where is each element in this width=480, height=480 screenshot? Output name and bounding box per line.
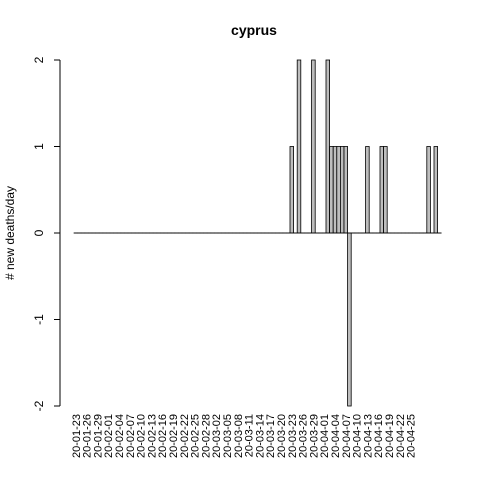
x-tick-label: 20-02-16 bbox=[157, 414, 169, 458]
y-axis: -2 -1 0 1 2 bbox=[32, 56, 61, 411]
x-tick-label: 20-03-14 bbox=[254, 414, 266, 458]
x-tick-label: 20-04-16 bbox=[373, 414, 385, 458]
bar bbox=[325, 59, 330, 234]
x-tick-label: 20-03-23 bbox=[287, 414, 299, 458]
x-tick-label: 20-04-04 bbox=[330, 414, 342, 458]
x-tick-label: 20-03-05 bbox=[222, 414, 234, 458]
x-tick-label: 20-02-04 bbox=[114, 414, 126, 458]
bar bbox=[289, 146, 294, 234]
bar bbox=[379, 146, 384, 234]
bar bbox=[347, 232, 352, 407]
y-tick-label: 1 bbox=[32, 143, 46, 150]
x-tick-label: 20-02-28 bbox=[200, 414, 212, 458]
x-tick-label: 20-02-13 bbox=[146, 414, 158, 458]
x-tick-label: 20-02-07 bbox=[125, 414, 137, 458]
x-tick-label: 20-04-22 bbox=[395, 414, 407, 458]
x-tick-label: 20-01-29 bbox=[92, 414, 104, 458]
x-tick-label: 20-04-07 bbox=[341, 414, 353, 458]
x-tick-label: 20-01-23 bbox=[71, 414, 83, 458]
bar bbox=[343, 146, 348, 234]
x-tick-label: 20-04-13 bbox=[362, 414, 374, 458]
x-tick-label: 20-04-25 bbox=[406, 414, 418, 458]
x-tick-label: 20-03-08 bbox=[233, 414, 245, 458]
bar bbox=[383, 146, 388, 234]
x-tick-label: 20-02-19 bbox=[168, 414, 180, 458]
x-tick-label: 20-02-22 bbox=[179, 414, 191, 458]
x-axis: 20-01-2320-01-2620-01-2920-02-0120-02-04… bbox=[71, 414, 418, 458]
y-tick-label: -2 bbox=[32, 400, 46, 411]
x-tick-label: 20-04-19 bbox=[384, 414, 396, 458]
bar bbox=[311, 59, 316, 234]
bar bbox=[336, 146, 341, 234]
x-tick-label: 20-03-17 bbox=[265, 414, 277, 458]
bar bbox=[365, 146, 370, 234]
x-tick-label: 20-03-02 bbox=[211, 414, 223, 458]
x-tick-label: 20-02-25 bbox=[190, 414, 202, 458]
chart-title: cyprus bbox=[231, 22, 277, 38]
bar bbox=[426, 146, 431, 234]
x-tick-label: 20-03-29 bbox=[308, 414, 320, 458]
bar bbox=[329, 146, 334, 234]
x-tick-label: 20-03-20 bbox=[276, 414, 288, 458]
x-tick-label: 20-03-26 bbox=[298, 414, 310, 458]
x-tick-label: 20-02-10 bbox=[136, 414, 148, 458]
x-tick-label: 20-04-10 bbox=[352, 414, 364, 458]
bars bbox=[73, 59, 442, 407]
y-tick-label: 2 bbox=[32, 56, 46, 63]
bar bbox=[433, 146, 438, 234]
y-tick-label: 0 bbox=[32, 229, 46, 236]
x-tick-label: 20-01-26 bbox=[82, 414, 94, 458]
bar bbox=[296, 59, 302, 234]
x-tick-label: 20-03-11 bbox=[244, 414, 256, 457]
bar bbox=[332, 146, 338, 234]
y-tick-label: -1 bbox=[32, 314, 46, 325]
y-axis-label: # new deaths/day bbox=[3, 186, 17, 280]
bar bbox=[339, 146, 345, 234]
x-tick-label: 20-02-01 bbox=[103, 414, 115, 458]
x-tick-label: 20-04-01 bbox=[319, 414, 331, 458]
